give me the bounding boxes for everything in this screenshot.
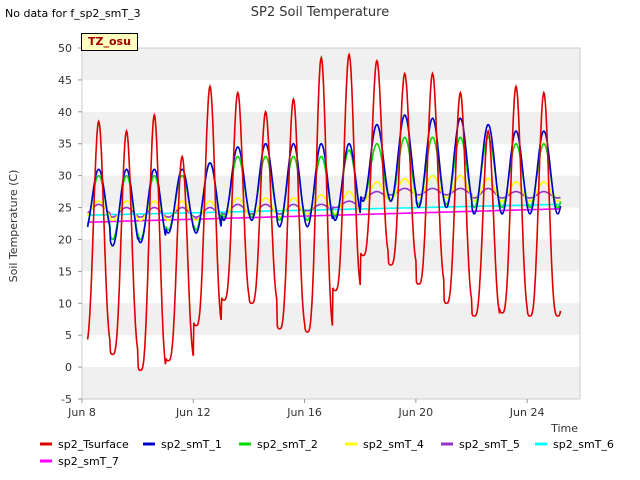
no-data-notice: No data for f_sp2_smT_3 <box>5 7 141 20</box>
y-tick-label: 50 <box>58 42 72 55</box>
legend-label: sp2_smT_1 <box>161 438 222 451</box>
x-tick-label: Jun 8 <box>67 406 96 419</box>
y-tick-label: 30 <box>58 170 72 183</box>
timezone-badge: TZ_osu <box>81 33 138 51</box>
series-line-sp2_smT_4 <box>86 174 562 222</box>
x-tick-label: Jun 16 <box>286 406 322 419</box>
series-line-sp2_smT_6 <box>87 203 561 216</box>
legend-label: sp2_smT_5 <box>459 438 520 451</box>
x-axis-label: Time <box>550 422 578 435</box>
y-axis-label: Soil Temperature (C) <box>7 170 20 283</box>
grid-band <box>82 48 580 80</box>
grid-band <box>82 111 580 144</box>
y-tick-label: 15 <box>58 265 72 278</box>
plot-background <box>82 48 580 399</box>
x-tick-label: Jun 24 <box>509 406 545 419</box>
y-tick-label: -5 <box>61 393 72 406</box>
y-tick-label: 20 <box>58 233 72 246</box>
plot-area <box>86 52 562 372</box>
y-tick-label: 5 <box>65 329 72 342</box>
x-tick-label: Jun 20 <box>398 406 434 419</box>
y-tick-label: 35 <box>58 138 72 151</box>
y-tick-label: 25 <box>58 202 72 215</box>
legend-label: sp2_smT_7 <box>58 455 119 468</box>
legend-label: sp2_smT_6 <box>553 438 614 451</box>
chart-title: SP2 Soil Temperature <box>251 5 389 20</box>
y-tick-label: 0 <box>65 361 72 374</box>
x-tick-label: Jun 12 <box>175 406 211 419</box>
legend-label: sp2_Tsurface <box>58 438 129 451</box>
legend-label: sp2_smT_2 <box>257 438 318 451</box>
legend: sp2_Tsurface sp2_smT_1 sp2_smT_2 sp2_smT_4 s… <box>40 438 614 468</box>
series-line-sp2_Tsurface <box>86 52 562 372</box>
series-line-sp2_smT_1 <box>86 114 562 247</box>
plot-frame <box>81 47 581 400</box>
series-line-sp2_smT_5 <box>87 187 561 218</box>
y-tick-label: 40 <box>58 106 72 119</box>
axes: -5 0 5 10 15 20 25 30 35 40 45 50 Jun 8 Jun 12 Jun 16 J… <box>58 42 581 419</box>
legend-label: sp2_smT_4 <box>363 438 424 451</box>
y-tick-label: 45 <box>58 74 72 87</box>
grid-band <box>82 367 580 399</box>
y-tick-label: 10 <box>58 297 72 310</box>
grid-band <box>82 239 580 272</box>
